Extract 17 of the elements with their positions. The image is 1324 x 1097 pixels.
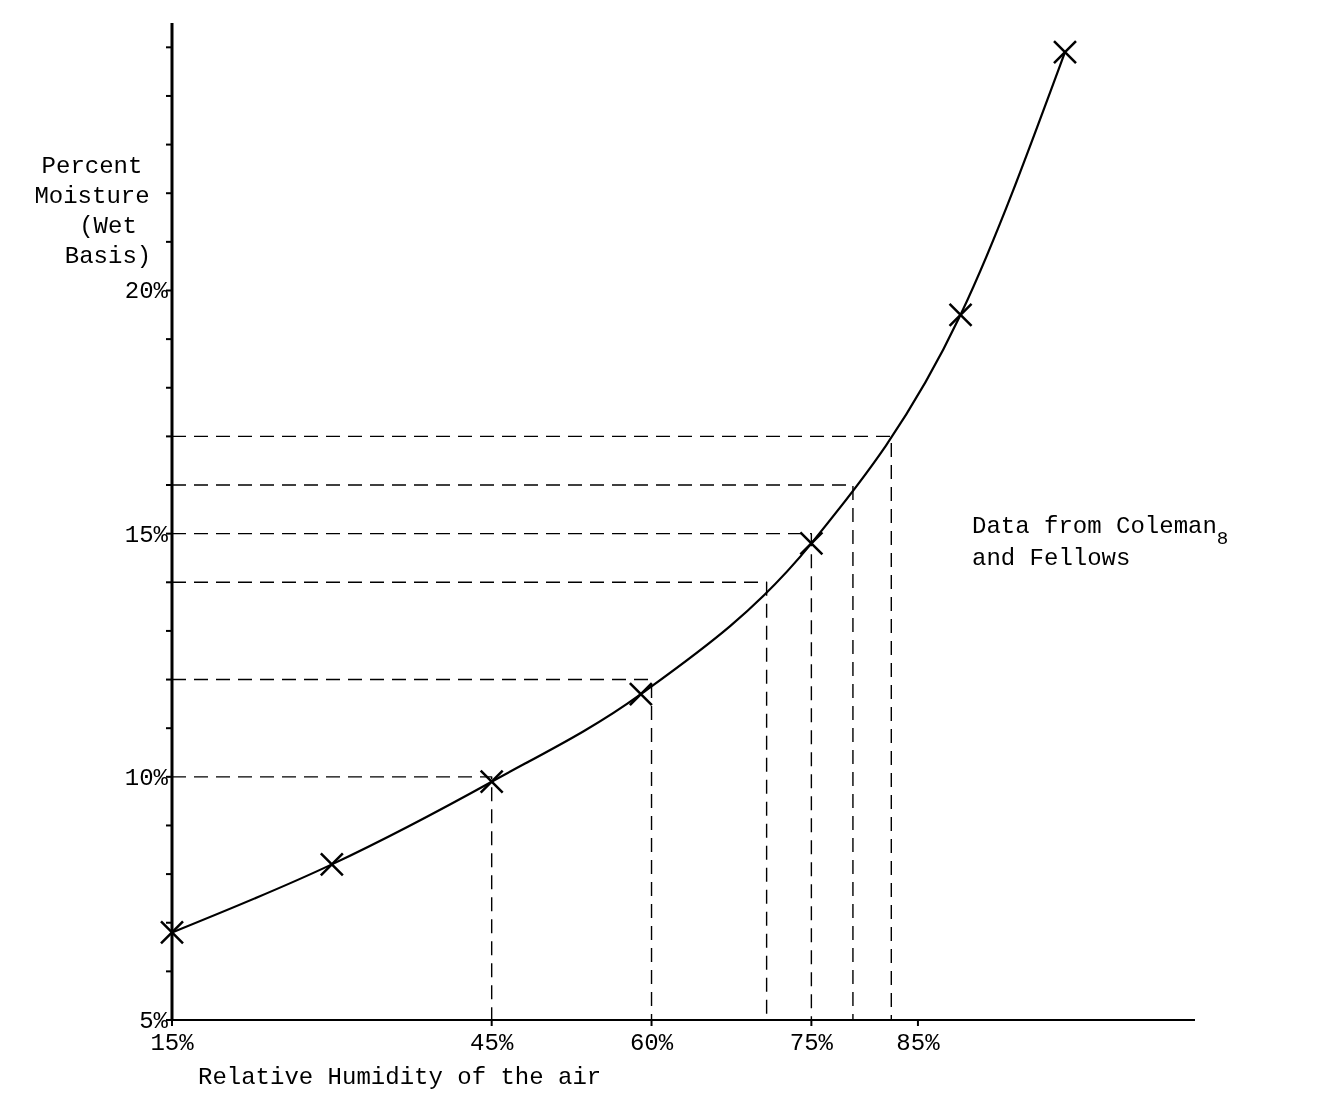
text: Data from Coleman$_{8}$ and Fellows [972, 513, 1229, 572]
x-tick-label: 60% [629, 1030, 674, 1057]
x-tick-label: 45% [470, 1030, 514, 1057]
point [799, 531, 824, 556]
y-tick-label: 10% [124, 764, 169, 792]
point [159, 920, 185, 945]
point [628, 681, 654, 707]
point [319, 852, 345, 877]
x-tick-label: 75% [789, 1030, 834, 1057]
x-axis-title: Relative Humidity of the air [198, 1064, 602, 1091]
point [479, 769, 504, 794]
point [948, 302, 973, 328]
y-tick-label: 15% [124, 521, 169, 549]
x-tick-label: 85% [896, 1030, 941, 1057]
y-tick-label: 20% [124, 278, 169, 306]
point [1052, 39, 1078, 65]
y-axis-title: Percent Moisture (Wet Basis) [34, 153, 152, 270]
